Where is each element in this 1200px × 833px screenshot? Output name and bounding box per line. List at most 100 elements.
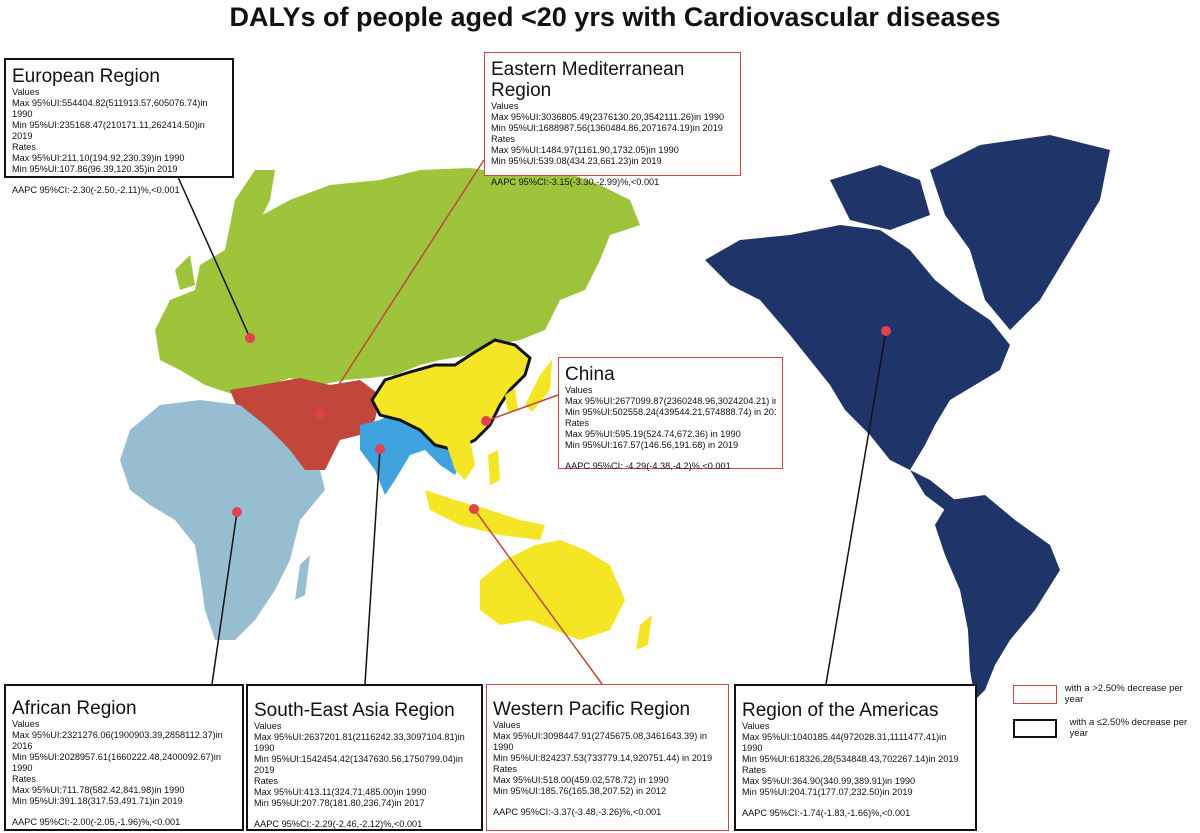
african-leader-line [211,511,238,685]
values-label: Values [12,719,40,729]
philippines-shape [488,450,500,485]
european-leader-line [177,176,251,339]
aapc: AAPC 95%CI:-2.00(-2.05,-1.96)%,<0.001 [12,817,181,827]
min-values: Min 95%UI:502558.24(439544.21,574888.74)… [565,407,776,417]
australia-shape [480,540,625,640]
min-values: Min 95%UI:235168.47(210171.11,262414.50)… [12,120,205,141]
legend-red-label: with a >2.50% decrease per year [1064,683,1183,705]
mongolia-korea-shape [505,388,518,412]
rates-label: Rates [491,134,516,144]
canada-islands-shape [830,165,930,230]
values-label: Values [491,101,519,111]
min-values: Min 95%UI:618326.28(534848.43,702267.14)… [742,754,959,764]
rates-label: Rates [742,765,767,775]
min-values: Min 95%UI:1688987.56(1360484.86,2071674.… [491,123,723,133]
min-rates: Min 95%UI:391.18(317.53,491.71)in 2019 [12,796,183,806]
aapc: AAPC 95%CI:-3.37(-3.48,-3.26)%,<0.001 [493,807,662,817]
japan-shape [525,360,552,412]
max-values: Max 95%UI:3098447.91(2745675.08,3461643.… [493,731,708,752]
max-rates: Max 95%UI:413.11(324.71,485.00)in 1990 [254,787,427,797]
south-america-shape [935,495,1060,700]
min-rates: Min 95%UI:185.76(165.38,207.52) in 2012 [493,786,667,796]
max-rates: Max 95%UI:711.78(582.42,841.98)in 1990 [12,785,185,795]
western-pacific-leader-line [473,508,603,685]
aapc: AAPC 95%CI:-2.29(-2.46,-2.12)%,<0.001 [254,819,423,829]
min-rates: Min 95%UI:207.78(181.80,236.74)in 2017 [254,798,425,808]
south-east-asia-leader-line [364,448,381,685]
max-rates: Max 95%UI:1484.97(1161.90,1732.05)in 199… [491,145,679,155]
min-values: Min 95%UI:824237.53(733779.14,920751.44)… [493,753,713,763]
min-rates: Min 95%UI:167.57(146.56,191.68) in 2019 [565,440,739,450]
min-rates: Min 95%UI:539.08(434.23,661.23)in 2019 [491,156,662,166]
western-pacific-region-box: Western Pacific Region Values Max 95%UI:… [486,684,729,831]
china-leader-line [485,394,559,422]
eastern-mediterranean-shape [230,378,380,470]
max-values: Max 95%UI:2677099.87(2360248.96,3024204.… [565,396,776,406]
min-rates: Min 95%UI:107.86(96.39,120.35)in 2019 [12,164,178,174]
values-label: Values [254,721,282,731]
min-values: Min 95%UI:2028957.61(1660222.48,2400092.… [12,752,221,773]
indonesia-shape [425,490,545,540]
rates-label: Rates [493,764,518,774]
south-east-asia-region-box: South-East Asia Region Values Max 95%UI:… [246,684,483,831]
max-values: Max 95%UI:554404.82(511913.57,605076.74)… [12,98,208,119]
central-america-shape [910,470,955,510]
legend-black-item: with a ≤2.50% decrease per year [1013,717,1200,739]
max-rates: Max 95%UI:518.00(459.02,578.72) in 1990 [493,775,669,785]
americas-region-box: Region of the Americas Values Max 95%UI:… [734,684,977,831]
max-rates: Max 95%UI:364.90(340.99,389.91)in 1990 [742,776,916,786]
max-rates: Max 95%UI:211.10(194.92,230.39)in 1990 [12,153,185,163]
legend-black-swatch [1013,718,1058,738]
african-dot-marker [232,507,242,517]
european-region-shape [155,168,640,395]
region-name: Eastern Mediterranean Region [491,59,685,101]
china-dot-marker [481,416,491,426]
new-zealand-shape [636,615,652,650]
values-label: Values [565,385,593,395]
western-pacific-dot-marker [469,504,479,514]
aapc: AAPC 95%CI: -4.29(-4.38,-4.2)%,<0.001 [565,461,731,471]
figure-title: DALYs of people aged <20 yrs with Cardio… [229,2,1001,32]
rates-label: Rates [254,776,279,786]
greenland-shape [930,135,1110,330]
south-east-asia-dot-marker [375,444,385,454]
legend-red-item: with a >2.50% decrease per year [1013,683,1200,705]
rates-label: Rates [12,774,37,784]
region-name: European Region [12,66,160,87]
max-rates: Max 95%UI:595.19(524.74,672.36) in 1990 [565,429,741,439]
legend-red-swatch [1013,684,1057,704]
max-values: Max 95%UI:2637201.81(2116242.33,3097104.… [254,732,465,753]
north-america-shape [705,225,1010,470]
aapc: AAPC 95%CI:-2.30(-2.50,-2.11)%,<0.001 [12,185,180,195]
max-values: Max 95%UI:3036805.49(2376130.20,3542111.… [491,112,725,122]
eastern-mediterranean-dot-marker [315,409,325,419]
eastern-mediterranean-leader-line [319,159,485,415]
min-values: Min 95%UI:1542454.42(1347630.56,1750799.… [254,754,463,775]
uk-shape [175,255,195,290]
values-label: Values [742,721,770,731]
americas-leader-line [825,330,887,685]
region-name: South-East Asia Region [254,700,455,721]
values-label: Values [12,87,40,97]
max-values: Max 95%UI:1040185.44(972028.31,1111477.4… [742,732,947,753]
region-name: China [565,364,615,385]
south-east-asia-shape [360,410,465,495]
region-name: African Region [12,698,137,719]
madagascar-shape [295,555,310,600]
aapc: AAPC 95%CI:-1.74(-1.83,-1.66)%,<0.001 [742,808,911,818]
aapc: AAPC 95%CI:-3.15(-3.30,-2.99)%,<0.001 [491,177,660,187]
african-region-shape [120,400,325,640]
max-values: Max 95%UI:2321276.06(1900903.39,2858112.… [12,730,223,751]
values-label: Values [493,720,521,730]
eastern-mediterranean-region-box: Eastern Mediterranean Region Values Max … [484,52,741,187]
rates-label: Rates [565,418,590,428]
americas-dot-marker [881,326,891,336]
indochina-shape [445,440,475,480]
min-rates: Min 95%UI:204.71(177.07,232.50)in 2019 [742,787,913,797]
scandinavia-shape [225,170,275,250]
legend-black-label: with a ≤2.50% decrease per year [1069,717,1188,739]
african-region-box: African Region Values Max 95%UI:2321276.… [4,684,244,831]
region-name: Region of the Americas [742,700,939,721]
